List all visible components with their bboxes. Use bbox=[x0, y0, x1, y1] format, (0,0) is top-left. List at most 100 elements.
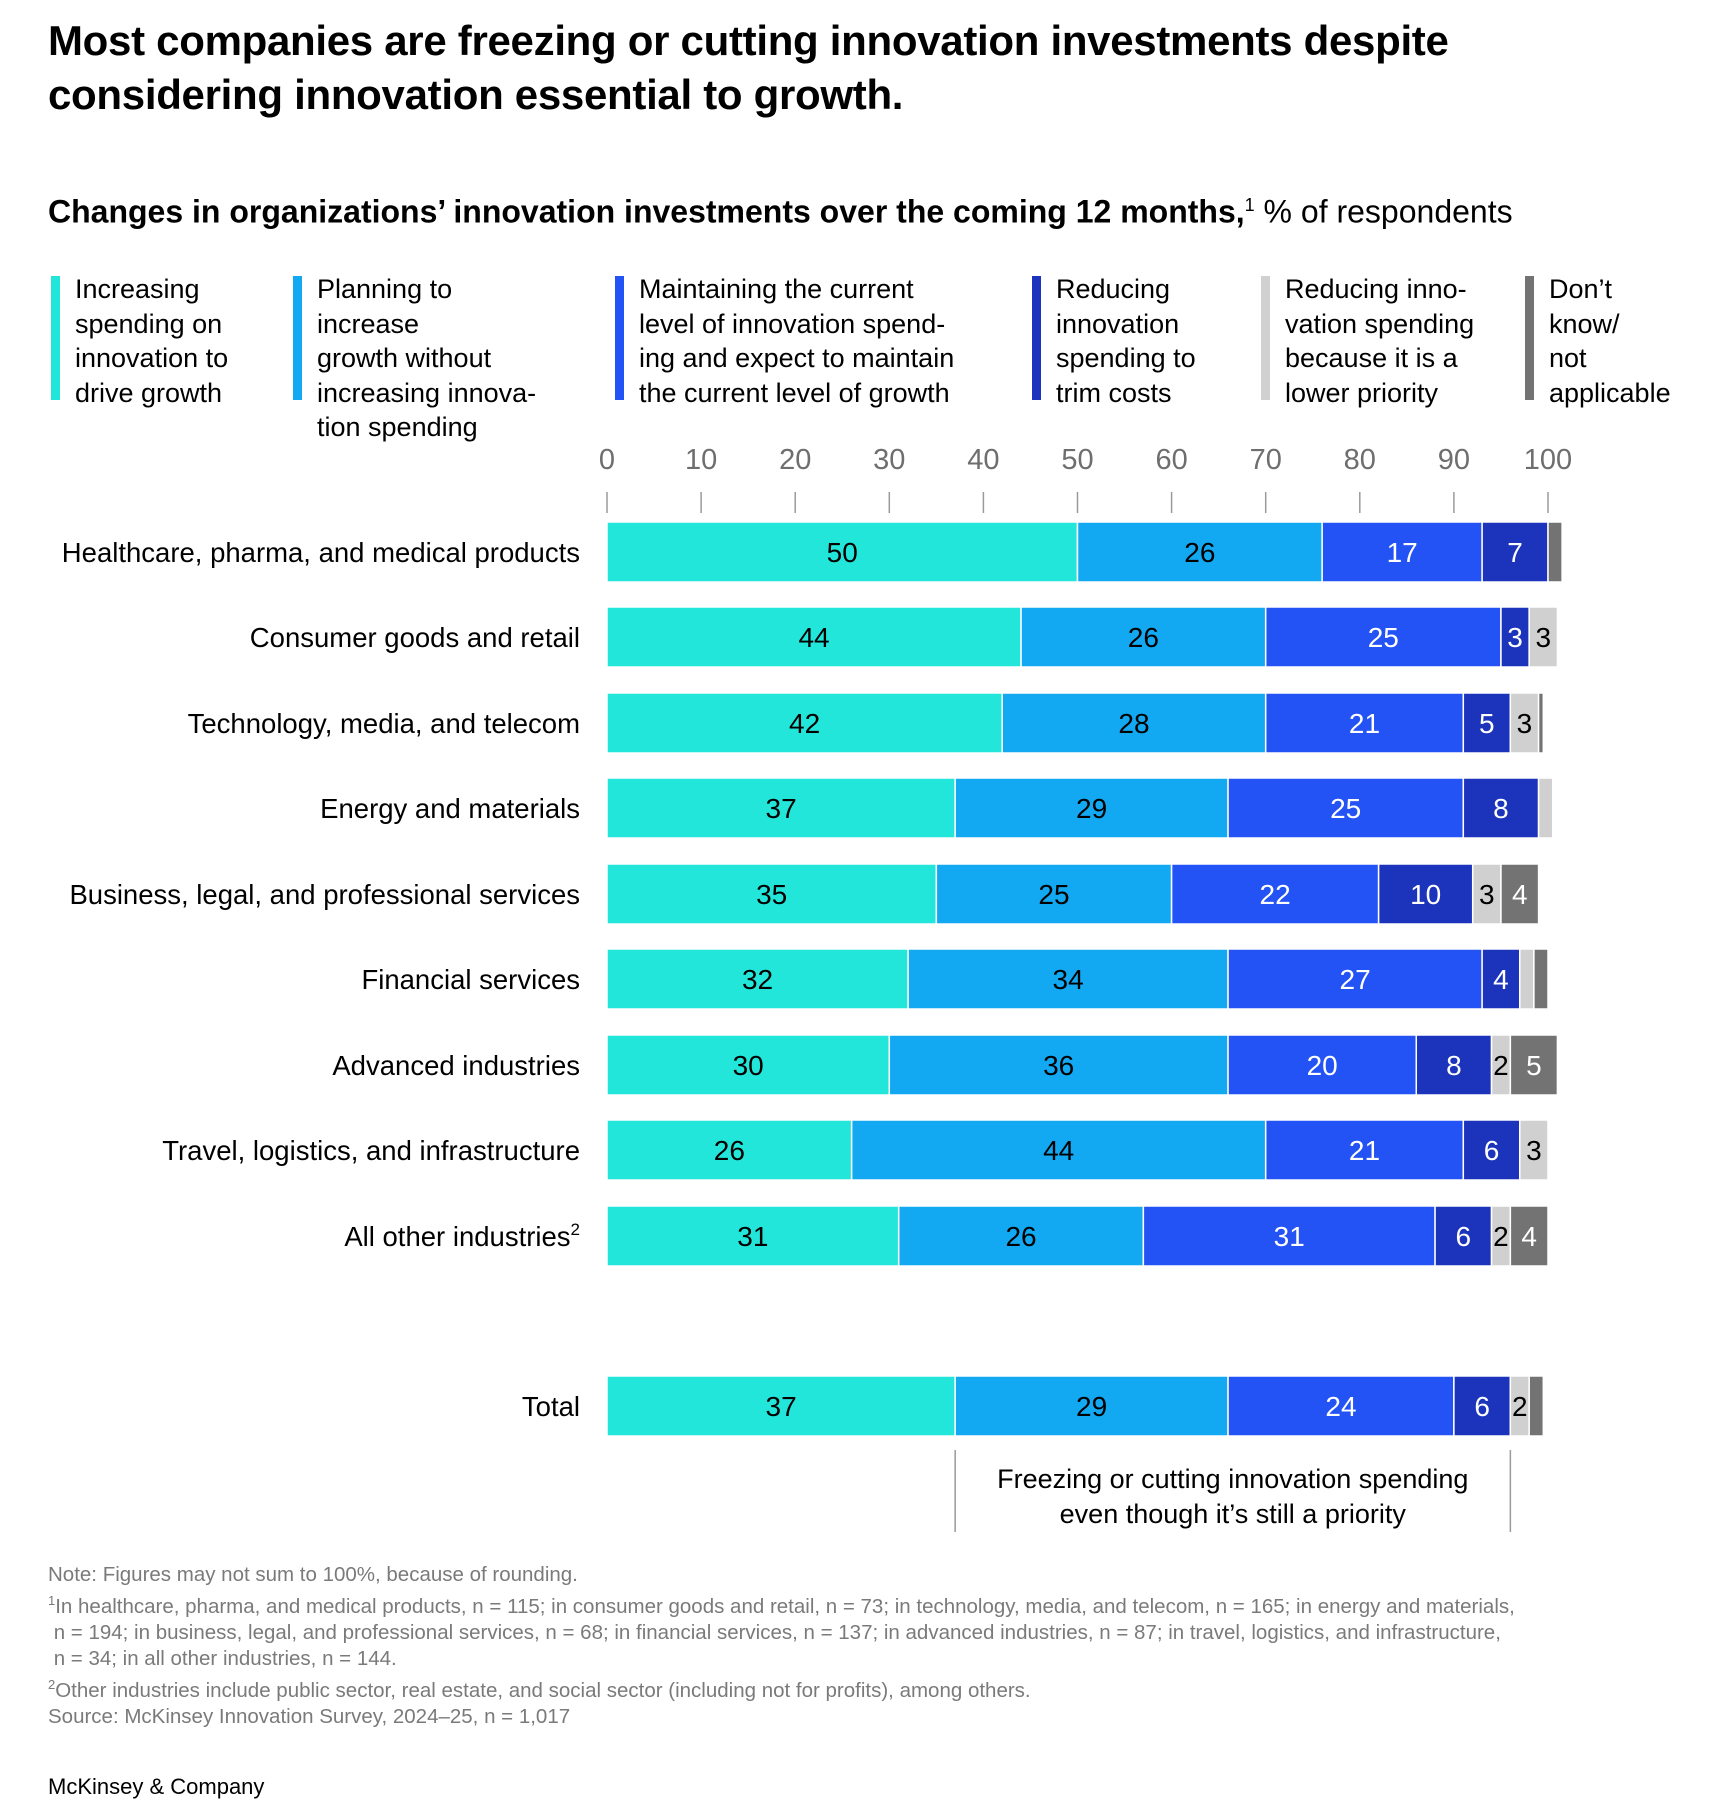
bar-segment bbox=[1533, 948, 1549, 1010]
category-label: Business, legal, and professional servic… bbox=[69, 879, 580, 910]
bar-segment bbox=[897, 1205, 1145, 1267]
bar-segment bbox=[935, 863, 1173, 925]
bar-segment bbox=[1264, 606, 1502, 668]
data-label: 5 bbox=[1479, 708, 1495, 739]
data-label: 21 bbox=[1349, 1135, 1380, 1166]
data-label: 3 bbox=[1517, 708, 1533, 739]
data-label: 37 bbox=[766, 793, 797, 824]
data-label: 4 bbox=[1512, 879, 1528, 910]
data-label: 5 bbox=[1526, 1050, 1542, 1081]
chart-subtitle: Changes in organizations’ innovation inv… bbox=[48, 184, 1513, 233]
bar-segment bbox=[1377, 863, 1474, 925]
data-label: 3 bbox=[1479, 879, 1495, 910]
x-tick-label: 10 bbox=[685, 444, 717, 476]
data-label: 25 bbox=[1368, 622, 1399, 653]
bar-segment bbox=[1227, 777, 1465, 839]
data-label: 6 bbox=[1456, 1221, 1472, 1252]
bar-segment bbox=[1509, 1034, 1559, 1096]
bar-segment bbox=[606, 606, 1022, 668]
x-tick-label: 90 bbox=[1438, 444, 1470, 476]
bar-segment bbox=[1462, 1119, 1521, 1181]
bar-segment bbox=[1537, 692, 1545, 754]
data-label: 31 bbox=[1274, 1221, 1305, 1252]
data-label: 50 bbox=[827, 537, 858, 568]
data-label: 34 bbox=[1053, 964, 1084, 995]
data-label: 4 bbox=[1521, 1221, 1537, 1252]
data-label: 8 bbox=[1493, 793, 1509, 824]
x-tick-label: 30 bbox=[873, 444, 905, 476]
annotation-text: even though it’s still a priority bbox=[1060, 1499, 1407, 1529]
data-label: 20 bbox=[1307, 1050, 1338, 1081]
legend-swatch bbox=[293, 276, 302, 400]
data-label: 6 bbox=[1474, 1391, 1490, 1422]
data-label: 3 bbox=[1536, 622, 1552, 653]
data-label: 44 bbox=[798, 622, 829, 653]
x-tick-label: 80 bbox=[1344, 444, 1376, 476]
data-label: 35 bbox=[756, 879, 787, 910]
data-label: 31 bbox=[737, 1221, 768, 1252]
legend-label: Reducing innovation spending to trim cos… bbox=[1056, 274, 1196, 408]
category-label: Energy and materials bbox=[320, 793, 580, 824]
x-tick-label: 0 bbox=[599, 444, 615, 476]
bar-segment bbox=[1142, 1205, 1436, 1267]
data-label: 4 bbox=[1493, 964, 1509, 995]
bar-segment bbox=[1001, 692, 1267, 754]
category-label: Consumer goods and retail bbox=[250, 622, 580, 653]
bar-segment bbox=[1453, 1375, 1512, 1437]
footnote-2-marker: 2 bbox=[48, 1676, 56, 1692]
footnote-1: 1In healthcare, pharma, and medical prod… bbox=[48, 1588, 1688, 1672]
data-label: 25 bbox=[1330, 793, 1361, 824]
bar-segment bbox=[1227, 948, 1483, 1010]
footnote-2: 2Other industries include public sector,… bbox=[48, 1672, 1688, 1704]
bar-segment bbox=[606, 1034, 891, 1096]
bar-segment bbox=[606, 777, 956, 839]
data-label: 25 bbox=[1038, 879, 1069, 910]
data-label: 27 bbox=[1340, 964, 1371, 995]
note-rounding: Note: Figures may not sum to 100%, becau… bbox=[48, 1563, 578, 1586]
bar-segment bbox=[1509, 1205, 1549, 1267]
category-label: All other industries2 bbox=[344, 1220, 580, 1252]
chart-title: Most companies are freezing or cutting i… bbox=[48, 17, 1449, 118]
subtitle-unit: % of respondents bbox=[1254, 193, 1513, 230]
bar-segment bbox=[1471, 863, 1502, 925]
legend-label: Maintaining the current level of innovat… bbox=[639, 274, 955, 408]
data-label: 24 bbox=[1325, 1391, 1356, 1422]
bar-segment bbox=[1481, 521, 1549, 583]
data-label: 2 bbox=[1493, 1050, 1509, 1081]
footnote-2-text: Other industries include public sector, … bbox=[55, 1678, 1031, 1702]
legend-swatch bbox=[1261, 276, 1270, 400]
legend-swatch bbox=[615, 276, 624, 400]
bar-segment bbox=[1528, 606, 1559, 668]
bar-segment bbox=[1462, 692, 1512, 754]
data-label: 29 bbox=[1076, 793, 1107, 824]
bar-segment bbox=[1500, 863, 1540, 925]
x-tick-label: 40 bbox=[967, 444, 999, 476]
category-footnote-marker: 2 bbox=[571, 1220, 580, 1239]
bar-segment bbox=[1509, 692, 1540, 754]
data-label: 32 bbox=[742, 964, 773, 995]
x-tick-label: 100 bbox=[1524, 444, 1572, 476]
bar-segment bbox=[1434, 1205, 1493, 1267]
bar-segment bbox=[1415, 1034, 1493, 1096]
brand-logo-text: McKinsey & Company bbox=[48, 1774, 265, 1799]
legend-swatch bbox=[51, 276, 60, 400]
data-label: 7 bbox=[1507, 537, 1523, 568]
x-tick-label: 20 bbox=[779, 444, 811, 476]
data-label: 37 bbox=[766, 1391, 797, 1422]
data-label: 26 bbox=[1184, 537, 1215, 568]
bar-segment bbox=[1321, 521, 1483, 583]
category-label: Healthcare, pharma, and medical products bbox=[62, 537, 580, 568]
bar-segment bbox=[1528, 1375, 1545, 1437]
bar-segment bbox=[907, 948, 1229, 1010]
category-label: Total bbox=[522, 1391, 580, 1422]
legend-swatch bbox=[1525, 276, 1534, 400]
data-label: 42 bbox=[789, 708, 820, 739]
data-label: 29 bbox=[1076, 1391, 1107, 1422]
bar-segment bbox=[606, 1375, 956, 1437]
bar-segment bbox=[1519, 948, 1535, 1010]
bar-segment bbox=[606, 1119, 853, 1181]
footnote-1-text: In healthcare, pharma, and medical produ… bbox=[53, 1594, 1515, 1670]
data-label: 2 bbox=[1493, 1221, 1509, 1252]
legend-label: Don’t know/ not applicable bbox=[1549, 274, 1671, 408]
bar-segment bbox=[1227, 1375, 1455, 1437]
